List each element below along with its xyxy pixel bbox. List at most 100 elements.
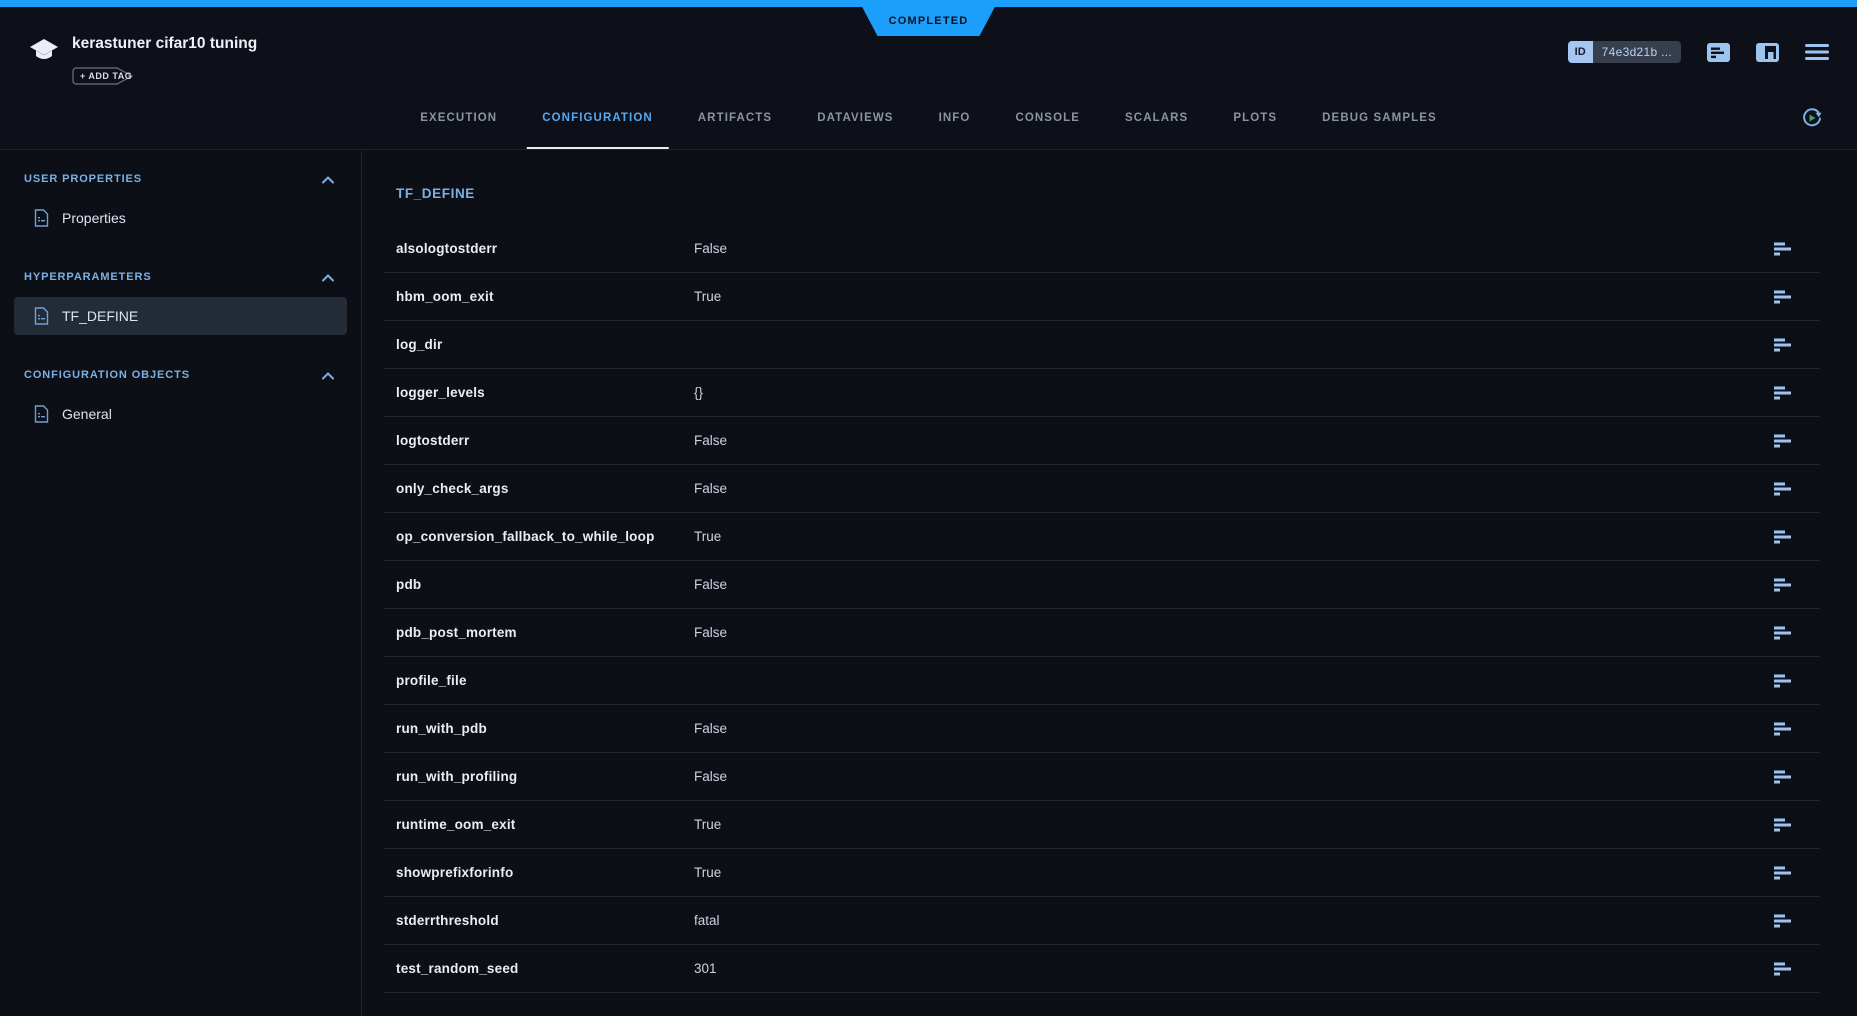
sidebar-section-items: TF_DEFINE [0, 297, 361, 335]
align-left-icon[interactable] [1774, 578, 1794, 592]
parameter-row: log_dir [384, 321, 1820, 369]
parameter-value: False [694, 625, 728, 640]
parameter-name: run_with_pdb [396, 721, 487, 736]
parameter-value: {} [694, 385, 704, 400]
parameters-panel: TF_DEFINE alsologtostderr False hbm_oom_… [362, 151, 1857, 1016]
align-left-icon[interactable] [1774, 530, 1794, 544]
tab-plots[interactable]: PLOTS [1217, 87, 1293, 149]
parameter-name: op_conversion_fallback_to_while_loop [396, 529, 655, 544]
sidebar-section: CONFIGURATION OBJECTS General [0, 363, 361, 433]
experiment-title[interactable]: kerastuner cifar10 tuning [72, 35, 258, 52]
sidebar-section-header[interactable]: HYPERPARAMETERS [0, 265, 361, 289]
sidebar-item-properties[interactable]: Properties [14, 199, 347, 237]
tab-console[interactable]: CONSOLE [999, 87, 1096, 149]
parameter-name: stderrthreshold [396, 913, 499, 928]
parameter-name: pdb_post_mortem [396, 625, 517, 640]
tab-execution[interactable]: EXECUTION [404, 87, 513, 149]
sidebar-item-label: Properties [62, 210, 126, 226]
sidebar-item-label: TF_DEFINE [62, 308, 139, 324]
tab-artifacts[interactable]: ARTIFACTS [682, 87, 788, 149]
parameter-name: log_dir [396, 337, 443, 352]
sidebar-section: USER PROPERTIES Properties [0, 167, 361, 237]
tab-bar: EXECUTION CONFIGURATION ARTIFACTS DATAVIEWS… [404, 87, 1453, 149]
parameter-name: alsologtostderr [396, 241, 498, 256]
status-ribbon-label: COMPLETED [888, 14, 969, 27]
sidebar-section-header[interactable]: CONFIGURATION OBJECTS [0, 363, 361, 387]
align-left-icon[interactable] [1774, 770, 1794, 784]
document-icon [34, 405, 49, 423]
section-heading: TF_DEFINE [396, 186, 475, 201]
tab-configuration[interactable]: CONFIGURATION [526, 87, 669, 149]
parameter-value: False [694, 433, 728, 448]
parameter-row: op_conversion_fallback_to_while_loop Tru… [384, 513, 1820, 561]
experiment-id-badge[interactable]: ID 74e3d21b ... [1567, 41, 1681, 63]
tab-label: CONSOLE [1015, 112, 1081, 124]
parameter-value: 301 [694, 961, 717, 976]
sidebar-item-label: General [62, 406, 112, 422]
top-accent-bar [0, 0, 1857, 7]
parameter-row: run_with_pdb False [384, 705, 1820, 753]
tab-label: DATAVIEWS [817, 112, 894, 124]
align-left-icon[interactable] [1774, 962, 1794, 976]
parameter-row: profile_file [384, 657, 1820, 705]
parameter-row: test_random_seed 301 [384, 945, 1820, 993]
tab-label: ARTIFACTS [697, 112, 773, 124]
menu-icon[interactable] [1805, 43, 1829, 61]
tab-label: DEBUG SAMPLES [1322, 112, 1437, 124]
align-left-icon[interactable] [1774, 818, 1794, 832]
parameter-name: showprefixforinfo [396, 865, 514, 880]
align-left-icon[interactable] [1774, 290, 1794, 304]
align-left-icon[interactable] [1774, 242, 1794, 256]
parameter-name: hbm_oom_exit [396, 289, 494, 304]
experiment-title-block: kerastuner cifar10 tuning + ADD TAG [29, 35, 257, 85]
align-left-icon[interactable] [1774, 338, 1794, 352]
sidebar-item-tf-define[interactable]: TF_DEFINE [14, 297, 347, 335]
document-icon [34, 209, 49, 227]
document-icon [34, 307, 49, 325]
chevron-up-icon [322, 371, 334, 379]
sidebar-section-title: CONFIGURATION OBJECTS [24, 369, 190, 381]
parameter-row: stderrthreshold fatal [384, 897, 1820, 945]
parameter-row: runtime_oom_exit True [384, 801, 1820, 849]
id-badge-value: 74e3d21b ... [1592, 41, 1681, 63]
sidebar-section-items: Properties [0, 199, 361, 237]
align-left-icon[interactable] [1774, 674, 1794, 688]
parameter-name: runtime_oom_exit [396, 817, 516, 832]
sidebar-section-header[interactable]: USER PROPERTIES [0, 167, 361, 191]
details-panel-icon[interactable] [1756, 42, 1779, 62]
sidebar-section: HYPERPARAMETERS TF_DEFINE [0, 265, 361, 335]
parameter-value: True [694, 289, 722, 304]
add-tag-button[interactable]: + ADD TAG [72, 67, 134, 85]
parameter-value: False [694, 481, 728, 496]
parameter-row: pdb False [384, 561, 1820, 609]
parameter-value: True [694, 529, 722, 544]
align-left-icon[interactable] [1774, 722, 1794, 736]
align-left-icon[interactable] [1774, 434, 1794, 448]
tag-outline-icon [72, 67, 134, 85]
parameter-row: run_with_profiling False [384, 753, 1820, 801]
tab-debug-samples[interactable]: DEBUG SAMPLES [1306, 87, 1453, 149]
auto-refresh-icon[interactable] [1799, 105, 1825, 131]
align-left-icon[interactable] [1774, 482, 1794, 496]
parameter-row: logtostderr False [384, 417, 1820, 465]
align-left-icon[interactable] [1774, 914, 1794, 928]
parameter-value: True [694, 865, 722, 880]
chevron-up-icon [322, 175, 334, 183]
tab-dataviews[interactable]: DATAVIEWS [801, 87, 909, 149]
parameter-row: logger_levels {} [384, 369, 1820, 417]
parameter-value: False [694, 241, 728, 256]
sidebar-item-general[interactable]: General [14, 395, 347, 433]
parameter-row: alsologtostderr False [384, 225, 1820, 273]
experiment-icon [30, 39, 58, 59]
align-left-icon[interactable] [1774, 626, 1794, 640]
align-left-icon[interactable] [1774, 866, 1794, 880]
description-icon[interactable] [1707, 42, 1730, 62]
tab-label: PLOTS [1233, 112, 1278, 124]
tab-info[interactable]: INFO [923, 87, 987, 149]
tab-scalars[interactable]: SCALARS [1109, 87, 1204, 149]
add-tag-label: + ADD TAG [80, 71, 133, 81]
chevron-up-icon [322, 273, 334, 281]
header-actions: ID 74e3d21b ... [1567, 41, 1829, 63]
align-left-icon[interactable] [1774, 386, 1794, 400]
parameter-name: pdb [396, 577, 422, 592]
